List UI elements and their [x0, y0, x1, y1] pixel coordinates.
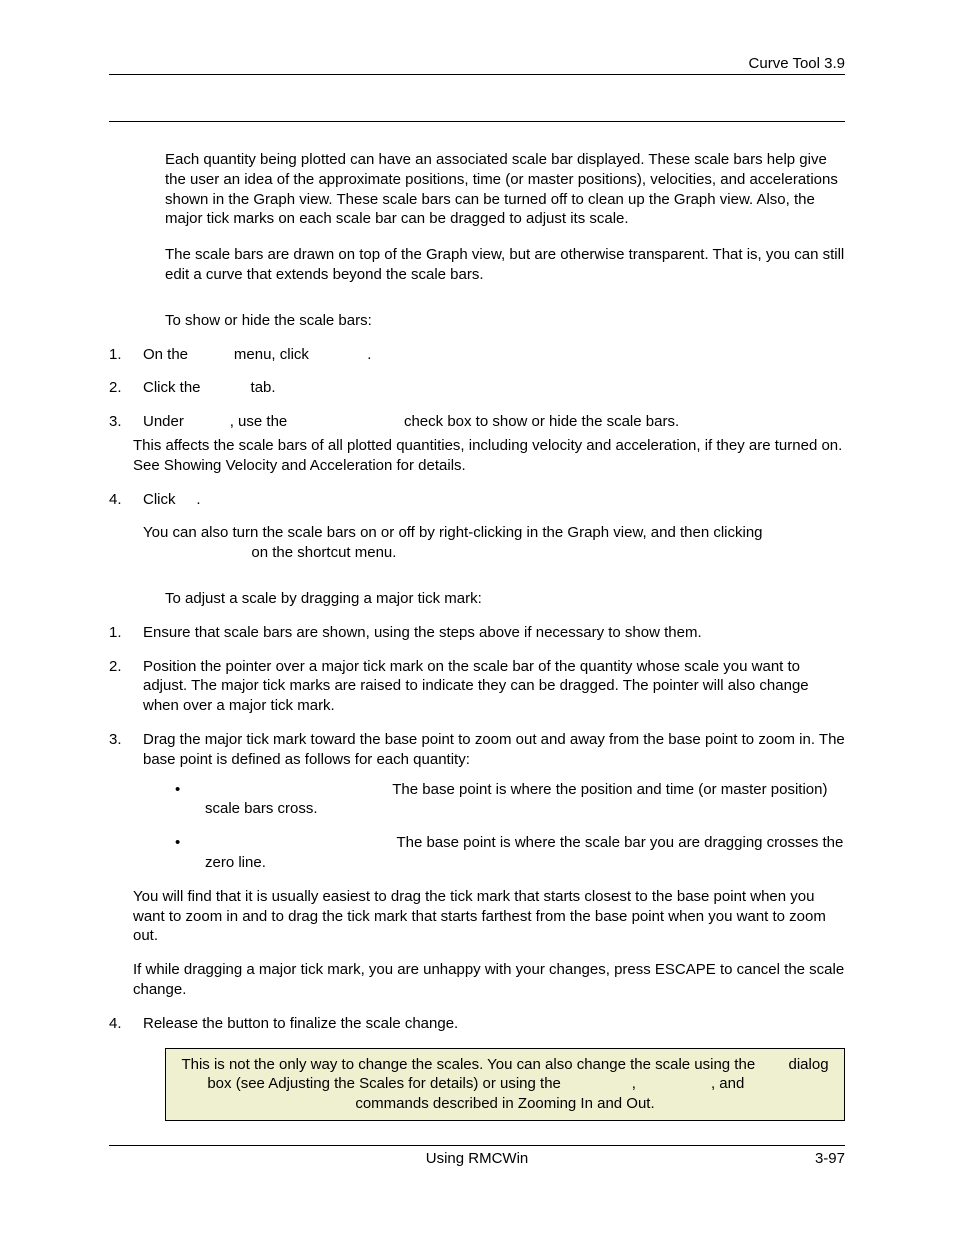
- tab-placeholder: [205, 379, 247, 396]
- bullet2-label: [205, 834, 393, 851]
- bullet1-label: [205, 781, 388, 798]
- group-placeholder: [188, 413, 230, 430]
- footer-left: [109, 1150, 113, 1167]
- document-page: Curve Tool 3.9 Each quantity being plott…: [0, 0, 954, 1235]
- note-cmd1: [565, 1075, 632, 1092]
- step-3: Under , use the check box to show or hid…: [109, 412, 845, 475]
- section-rule: [109, 121, 845, 128]
- overview-block: Each quantity being plotted can have an …: [109, 150, 845, 331]
- page-footer: Using RMCWin 3-97: [109, 1145, 845, 1167]
- adj-step-1: Ensure that scale bars are shown, using …: [109, 623, 845, 643]
- showhide-intro: To show or hide the scale bars:: [165, 311, 845, 331]
- adjust-block: To adjust a scale by dragging a major ti…: [109, 589, 845, 609]
- header-right: Curve Tool 3.9: [109, 55, 845, 72]
- ok-placeholder: [180, 491, 197, 508]
- command-placeholder: [313, 346, 367, 363]
- step-4: Click . You can also turn the scale bars…: [109, 490, 845, 563]
- adj-step-4: Release the button to finalize the scale…: [109, 1014, 845, 1034]
- overview-p1: Each quantity being plotted can have an …: [165, 150, 845, 229]
- bullet-vel-accel: The base point is where the scale bar yo…: [175, 833, 845, 873]
- overview-p2: The scale bars are drawn on top of the G…: [165, 245, 845, 285]
- showhide-steps: On the menu, click . Click the tab. Unde…: [109, 345, 845, 563]
- adj-step3-after2: If while dragging a major tick mark, you…: [133, 960, 845, 1000]
- note-box: This is not the only way to change the s…: [165, 1048, 845, 1121]
- page-header: Curve Tool 3.9: [109, 55, 845, 75]
- bullet-pos-time: The base point is where the position and…: [175, 780, 845, 820]
- note-dlg-placeholder: [759, 1056, 784, 1073]
- menu-placeholder: [192, 346, 230, 363]
- adjust-steps: Ensure that scale bars are shown, using …: [109, 623, 845, 1034]
- step-4-note: You can also turn the scale bars on or o…: [143, 523, 845, 563]
- step-1: On the menu, click .: [109, 345, 845, 365]
- footer-center: Using RMCWin: [426, 1150, 529, 1167]
- note-cmd3: [748, 1075, 802, 1092]
- checkbox-placeholder: [291, 413, 399, 430]
- shortcut-placeholder: [143, 544, 247, 561]
- step-2: Click the tab.: [109, 378, 845, 398]
- footer-right: 3-97: [815, 1150, 845, 1167]
- adj-step3-after1: You will find that it is usually easiest…: [133, 887, 845, 946]
- adjust-intro: To adjust a scale by dragging a major ti…: [165, 589, 845, 609]
- step-3-note: This affects the scale bars of all plott…: [133, 436, 845, 476]
- adj-step-3: Drag the major tick mark toward the base…: [109, 730, 845, 1000]
- adj-step-2: Position the pointer over a major tick m…: [109, 657, 845, 716]
- note-cmd2: [640, 1075, 711, 1092]
